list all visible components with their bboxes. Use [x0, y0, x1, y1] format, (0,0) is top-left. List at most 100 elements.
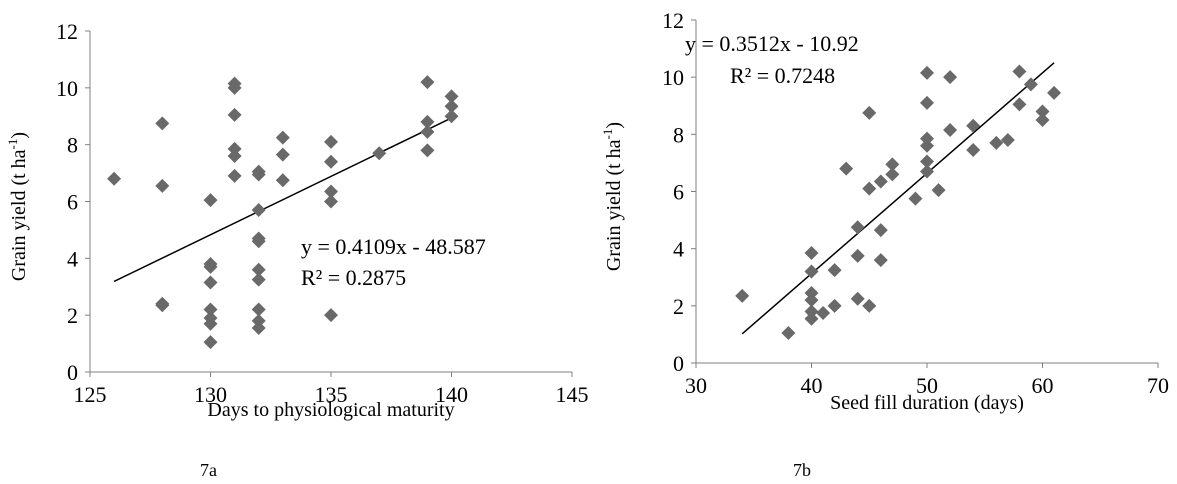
data-point-b [1035, 113, 1050, 128]
data-point-a [275, 173, 290, 188]
x-tick-label-a: 135 [315, 382, 348, 407]
data-point-b [966, 143, 981, 158]
data-point-b [885, 167, 900, 182]
trendline-equation-a: R² = 0.2875 [301, 265, 406, 290]
data-point-a [251, 167, 266, 182]
x-axis-label-a: Days to physiological maturity [207, 399, 454, 421]
data-point-b [943, 123, 958, 138]
data-point-a [324, 194, 338, 209]
data-point-b [885, 157, 900, 172]
data-point-b [850, 291, 865, 306]
data-point-b [862, 105, 877, 120]
x-tick-label-a: 130 [194, 382, 227, 407]
data-point-a [203, 275, 218, 290]
data-point-b [804, 285, 819, 300]
y-axis-label-tail: ) [603, 122, 625, 129]
data-point-a [251, 302, 266, 317]
caption-7b: 7b [793, 460, 811, 480]
y-tick-label-b: 12 [662, 8, 684, 33]
data-point-b [804, 304, 819, 319]
data-point-b [1012, 64, 1027, 79]
data-point-a [155, 298, 170, 313]
data-point-a [203, 335, 218, 350]
x-tick-label-b: 30 [685, 373, 707, 398]
data-point-b [1012, 97, 1027, 112]
x-tick-label-a: 140 [435, 382, 468, 407]
data-point-b [943, 70, 958, 85]
y-tick-label-a: 0 [67, 360, 78, 385]
data-point-b [804, 264, 819, 279]
data-point-a [251, 313, 266, 328]
trendline-equation-b: y = 0.3512x - 10.92 [685, 31, 859, 56]
data-point-b [804, 245, 819, 260]
data-point-a [251, 262, 266, 277]
data-point-b [816, 305, 831, 320]
data-point-b [735, 288, 750, 303]
y-tick-label-a: 10 [56, 76, 78, 101]
y-axis-label-superscript: -1 [600, 129, 615, 140]
trendline-equation-a: y = 0.4109x - 48.587 [301, 234, 486, 259]
data-point-a [203, 193, 218, 208]
y-tick-label-a: 8 [67, 133, 78, 158]
y-axis-label-tail: ) [8, 132, 30, 139]
caption-7a: 7a [200, 460, 217, 480]
data-point-b [873, 223, 888, 238]
data-point-b [920, 65, 934, 80]
x-tick-label-b: 50 [916, 373, 938, 398]
y-tick-label-a: 2 [67, 303, 78, 328]
data-point-b [827, 263, 842, 278]
trendline-a [113, 117, 452, 283]
y-tick-label-b: 0 [673, 351, 684, 376]
data-point-b [827, 298, 842, 313]
data-point-b [1000, 133, 1015, 148]
data-point-b [862, 298, 877, 313]
data-point-b [920, 154, 934, 169]
data-point-b [873, 174, 888, 189]
data-point-a [227, 149, 242, 164]
data-point-b [908, 191, 923, 206]
data-point-a [155, 116, 170, 131]
data-point-a [155, 178, 170, 193]
data-point-a [251, 234, 266, 249]
x-tick-label-b: 60 [1032, 373, 1054, 398]
data-point-b [920, 131, 934, 146]
y-axis-label-b: Grain yield (t ha-1) [600, 122, 625, 271]
x-tick-label-b: 40 [801, 373, 823, 398]
data-point-a [420, 124, 435, 139]
data-point-a [324, 154, 338, 169]
y-tick-label-b: 10 [662, 65, 684, 90]
y-tick-label-b: 4 [673, 237, 684, 262]
data-point-a [107, 171, 122, 186]
data-point-a [420, 75, 435, 90]
data-point-a [324, 184, 338, 199]
data-point-a [227, 107, 242, 122]
data-point-b [966, 118, 981, 133]
data-point-b [1023, 77, 1038, 92]
data-point-b [920, 164, 934, 179]
y-tick-label-a: 6 [67, 190, 78, 215]
data-point-a [324, 134, 338, 149]
data-point-a [324, 308, 338, 323]
data-point-b [920, 138, 934, 153]
y-tick-label-a: 12 [56, 19, 78, 44]
y-tick-label-a: 4 [67, 246, 78, 271]
data-point-a [203, 259, 218, 274]
data-point-a [444, 89, 459, 104]
data-point-a [275, 147, 290, 162]
data-point-b [781, 325, 796, 340]
x-axis-label-b: Seed fill duration (days) [830, 392, 1024, 414]
y-axis-label-text: Grain yield (t ha [603, 139, 625, 271]
trendline-b [741, 62, 1055, 335]
y-tick-label-b: 8 [673, 122, 684, 147]
data-point-a [251, 320, 266, 335]
data-point-a [420, 114, 435, 129]
data-point-b [839, 161, 854, 176]
data-point-b [989, 135, 1004, 150]
data-point-a [251, 203, 266, 218]
data-point-a [372, 146, 387, 161]
data-point-a [420, 143, 435, 158]
data-point-b [920, 95, 934, 110]
data-point-a [227, 168, 242, 183]
data-point-a [227, 80, 242, 95]
